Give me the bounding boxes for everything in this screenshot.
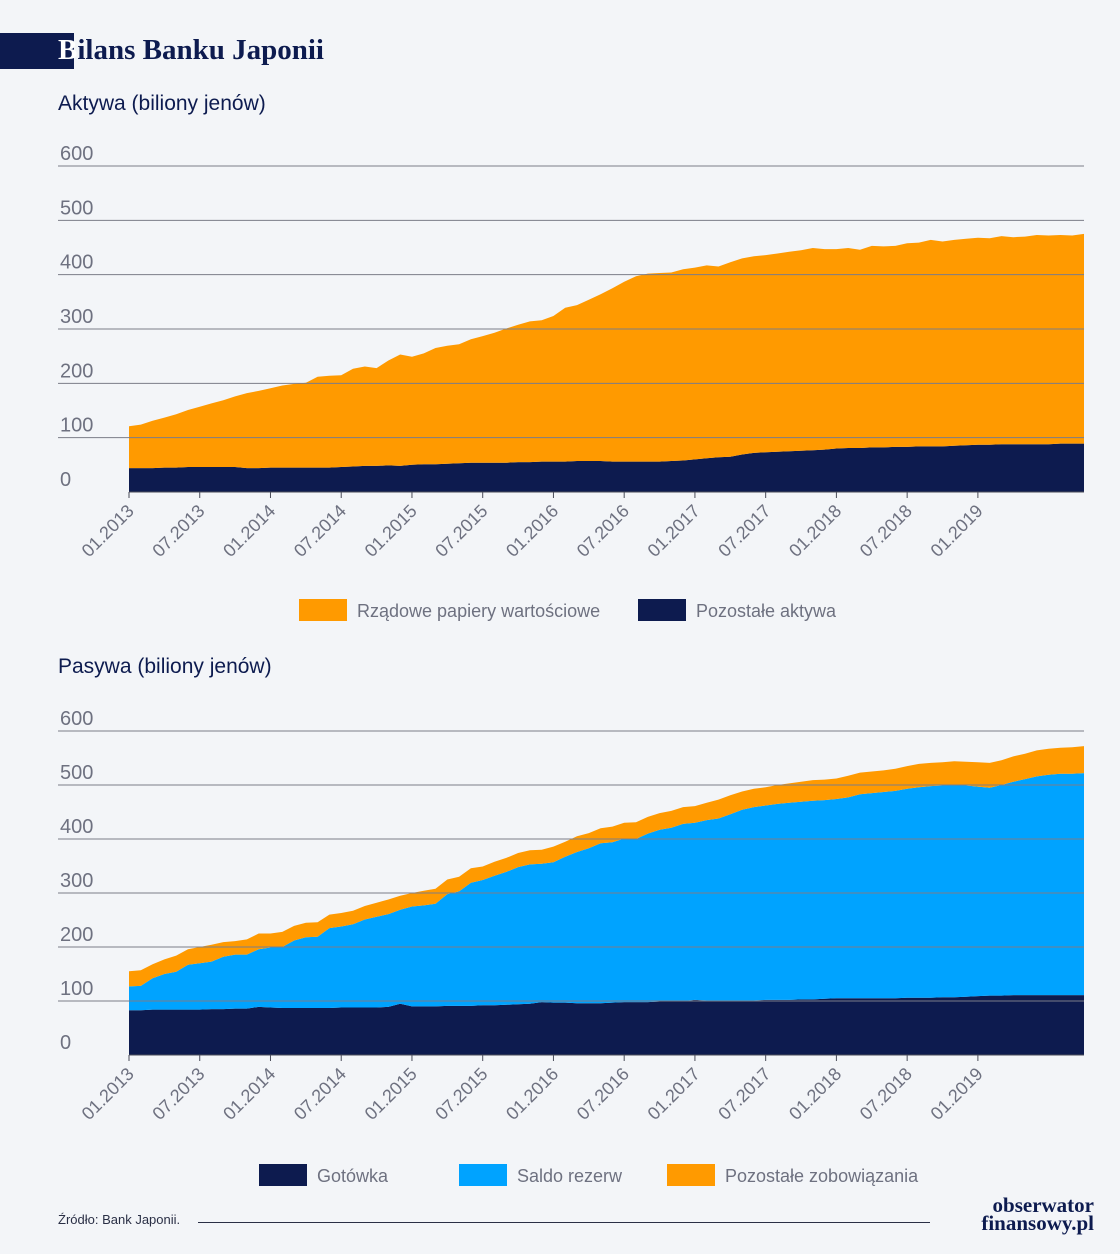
liabilities-area-series-0: [129, 995, 1084, 1055]
liabilities-x-tick-label: 07.2013: [148, 1064, 208, 1124]
page-title-rest: ilans Banku Japonii: [77, 34, 324, 66]
assets-legend-label-0: Pozostałe aktywa: [696, 601, 837, 621]
assets-x-tick-label: 01.2013: [78, 501, 138, 561]
liabilities-y-tick-label: 600: [60, 708, 93, 730]
liabilities-y-tick-label: 300: [60, 870, 93, 892]
publisher-logo: obserwator finansowy.pl: [944, 1193, 1094, 1235]
assets-chart-title: Aktywa (biliony jenów): [58, 92, 266, 115]
liabilities-legend-label-1: Saldo rezerw: [517, 1166, 623, 1186]
assets-x-tick-label: 01.2015: [361, 501, 421, 561]
liabilities-y-tick-label: 200: [60, 924, 93, 946]
liabilities-x-tick-label: 07.2015: [431, 1064, 491, 1124]
assets-legend-swatch-1: [299, 599, 347, 621]
liabilities-x-tick-label: 01.2018: [785, 1064, 845, 1124]
liabilities-y-tick-label: 100: [60, 978, 93, 1000]
assets-x-tick-label: 01.2017: [644, 501, 704, 561]
assets-area-series-0: [129, 443, 1084, 492]
assets-y-tick-label: 500: [60, 197, 93, 219]
assets-x-tick-label: 07.2017: [714, 501, 774, 561]
assets-x-tick-label: 07.2015: [431, 501, 491, 561]
assets-x-tick-label: 07.2016: [573, 501, 633, 561]
liabilities-x-tick-label: 01.2017: [644, 1064, 704, 1124]
footer-divider: [198, 1222, 930, 1223]
page-title-first-letter: B: [58, 34, 78, 66]
page-title: Bilans Banku Japonii: [58, 30, 324, 70]
liabilities-x-tick-label: 07.2016: [573, 1064, 633, 1124]
liabilities-legend-swatch-1: [459, 1164, 507, 1186]
liabilities-legend-swatch-2: [667, 1164, 715, 1186]
liabilities-x-tick-label: 01.2015: [361, 1064, 421, 1124]
assets-area-series-1: [129, 233, 1084, 469]
liabilities-y-tick-label: 0: [60, 1032, 71, 1054]
title-accent-bar: [0, 33, 74, 69]
assets-y-tick-label: 600: [60, 143, 93, 165]
assets-y-tick-label: 200: [60, 360, 93, 382]
assets-legend-label-1: Rządowe papiery wartościowe: [357, 601, 600, 621]
liabilities-y-tick-label: 400: [60, 816, 93, 838]
assets-x-tick-label: 07.2014: [290, 501, 350, 561]
assets-x-tick-label: 01.2016: [502, 501, 562, 561]
liabilities-legend-label-0: Gotówka: [317, 1166, 389, 1186]
assets-x-tick-label: 01.2018: [785, 501, 845, 561]
liabilities-x-tick-label: 01.2019: [927, 1064, 987, 1124]
logo-line-2: finansowy.pl: [981, 1211, 1094, 1235]
assets-x-tick-label: 07.2013: [148, 501, 208, 561]
liabilities-chart: Pasywa (biliony jenów) 0 100 200 300 400 500 60…: [58, 655, 1084, 1186]
assets-y-tick-label: 0: [60, 469, 71, 491]
assets-x-tick-label: 07.2018: [856, 501, 916, 561]
assets-x-tick-label: 01.2014: [219, 501, 279, 561]
assets-y-tick-label: 400: [60, 252, 93, 274]
assets-y-tick-label: 300: [60, 306, 93, 328]
liabilities-chart-title: Pasywa (biliony jenów): [58, 655, 272, 678]
liabilities-area-series-1: [129, 773, 1084, 1011]
assets-x-tick-label: 01.2019: [927, 501, 987, 561]
liabilities-x-tick-label: 07.2017: [714, 1064, 774, 1124]
liabilities-y-tick-label: 500: [60, 762, 93, 784]
assets-legend-swatch-0: [638, 599, 686, 621]
logo-line-1: obserwator: [992, 1193, 1094, 1217]
liabilities-x-tick-label: 01.2016: [502, 1064, 562, 1124]
liabilities-area-series-2: [129, 746, 1084, 987]
assets-chart: Aktywa (biliony jenów) 0 100 200 300 400 500 60…: [58, 92, 1084, 621]
liabilities-x-tick-label: 07.2018: [856, 1064, 916, 1124]
assets-y-tick-label: 100: [60, 415, 93, 437]
source-note: Źródło: Bank Japonii.: [58, 1212, 181, 1227]
liabilities-x-tick-label: 01.2013: [78, 1064, 138, 1124]
liabilities-x-tick-label: 07.2014: [290, 1064, 350, 1124]
liabilities-legend-swatch-0: [259, 1164, 307, 1186]
liabilities-x-tick-label: 01.2014: [219, 1064, 279, 1124]
liabilities-legend-label-2: Pozostałe zobowiązania: [725, 1166, 919, 1186]
